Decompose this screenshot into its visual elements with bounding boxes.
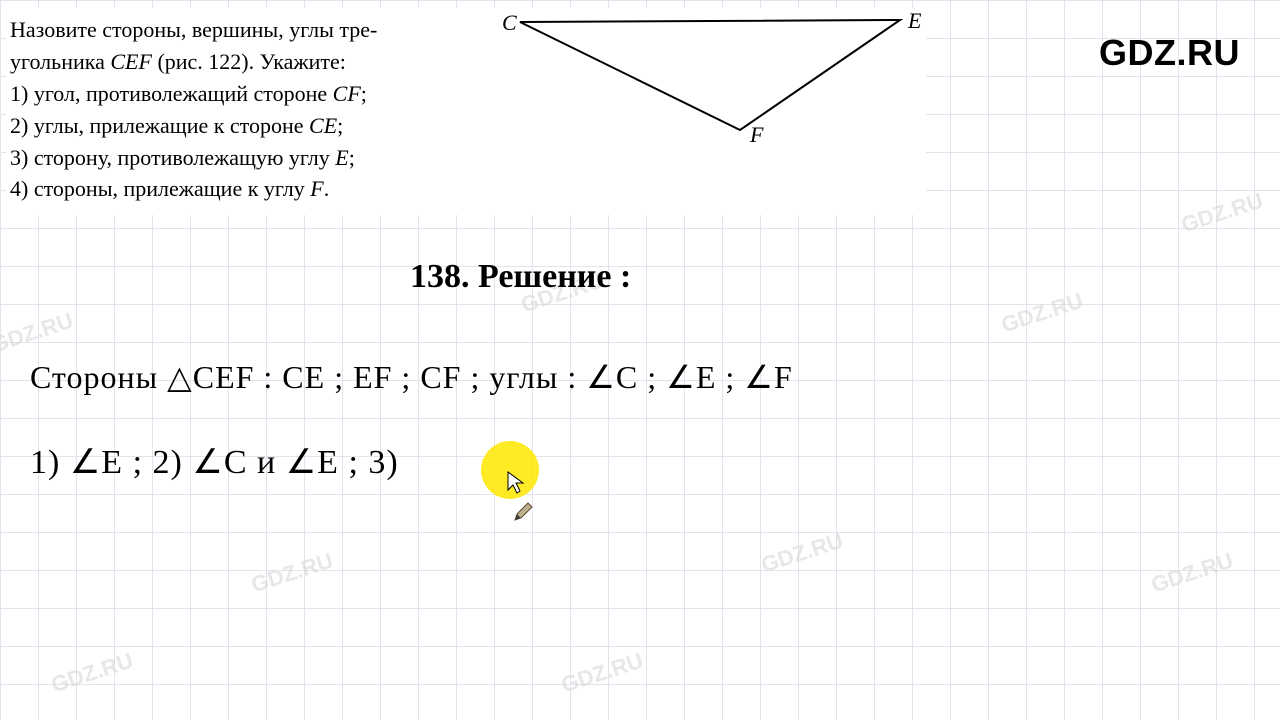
site-logo: GDZ.RU xyxy=(1099,32,1240,74)
item2-end: ; xyxy=(337,113,343,138)
problem-line1-tail: угольника xyxy=(10,49,110,74)
pencil-icon xyxy=(512,500,536,524)
item3-end: ; xyxy=(349,145,355,170)
item3-it: E xyxy=(335,145,348,170)
problem-line1a: Назовите стороны, вершины, углы тре- xyxy=(10,17,377,42)
svg-text:F: F xyxy=(749,122,764,147)
item2-text: 2) углы, прилежащие к стороне xyxy=(10,113,309,138)
item1-end: ; xyxy=(361,81,367,106)
problem-line1-after: (рис. 122). Укажите: xyxy=(152,49,346,74)
item4-end: . xyxy=(324,176,330,201)
solution-line2: 1) ∠E ; 2) ∠C и ∠E ; 3) xyxy=(30,442,399,482)
item3-text: 3) сторону, противолежащую углу xyxy=(10,145,335,170)
item1-it: CF xyxy=(333,81,361,106)
item2-it: CE xyxy=(309,113,337,138)
item4-text: 4) стороны, прилежащие к углу xyxy=(10,176,310,201)
svg-text:C: C xyxy=(502,10,517,35)
item4-it: F xyxy=(310,176,323,201)
svg-text:E: E xyxy=(907,8,922,33)
solution-line1: Стороны △CEF : CE ; EF ; CF ; углы : ∠C … xyxy=(30,358,793,396)
cursor-icon xyxy=(506,470,526,496)
solution-title: 138. Решение : xyxy=(410,258,631,296)
item1-text: 1) угол, противолежащий стороне xyxy=(10,81,333,106)
triangle-figure: C E F xyxy=(500,6,930,156)
triangle-name: CEF xyxy=(110,49,152,74)
